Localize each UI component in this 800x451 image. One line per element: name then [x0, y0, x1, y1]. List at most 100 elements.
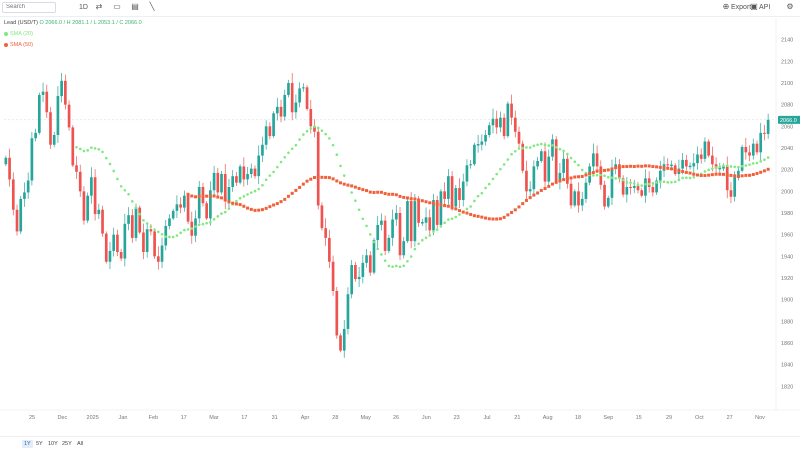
draw-line-icon[interactable]: ╲: [149, 2, 155, 11]
sma50-point: [502, 215, 506, 219]
candle-down: [64, 74, 67, 110]
candle-up: [283, 89, 287, 121]
y-tick-label: 2140: [781, 38, 793, 44]
candle-down: [93, 169, 97, 221]
candle-up: [264, 120, 268, 150]
range-5y[interactable]: 5Y: [36, 441, 43, 447]
sma50-point: [246, 206, 250, 210]
export-icon[interactable]: ⊕: [722, 2, 730, 11]
candle-body: [424, 217, 428, 223]
sma20-point: [554, 145, 558, 149]
legend-sma20[interactable]: SMA (20): [4, 31, 33, 38]
candle-body: [480, 141, 484, 145]
sma50-point: [528, 196, 532, 200]
sma20-point: [558, 147, 562, 151]
sma20-point: [168, 235, 171, 239]
sma20-point: [670, 180, 673, 184]
candle-up: [424, 207, 428, 231]
api-icon[interactable]: ▣: [750, 2, 758, 11]
sma50-point: [513, 208, 517, 212]
candle-up: [632, 179, 636, 193]
sma20-point: [104, 156, 108, 160]
candle-body: [737, 170, 740, 178]
legend-symbol-row: Lead (USD/T) O 2066.0 / H 2081.1 / L 205…: [4, 20, 142, 27]
sma20-point: [573, 160, 577, 164]
candle-body: [60, 80, 63, 96]
candle-down: [104, 231, 108, 264]
candle-down: [621, 175, 625, 198]
candle-up: [90, 167, 93, 204]
export-button[interactable]: Export: [731, 4, 752, 11]
candle-body: [253, 168, 257, 177]
y-tick-label: 1860: [781, 341, 793, 347]
candle-up: [238, 164, 242, 185]
range-10y[interactable]: 10Y: [48, 441, 58, 447]
sma20-point: [688, 176, 692, 180]
candle-down: [153, 228, 156, 259]
api-button[interactable]: API: [759, 4, 771, 11]
sma50-point: [461, 210, 465, 214]
sma50-point: [625, 165, 629, 169]
candle-body: [725, 166, 729, 191]
x-tick-label: 25: [29, 415, 35, 421]
sma50-point: [428, 201, 432, 205]
candle-body: [380, 220, 383, 225]
candle-body: [123, 223, 127, 259]
candle-body: [722, 166, 725, 169]
sma20-point: [97, 147, 101, 151]
candle-body: [495, 118, 499, 128]
candle-up: [703, 137, 707, 163]
settings-icon[interactable]: ⚙: [786, 2, 794, 11]
sma20-point: [729, 165, 733, 168]
sma50-point: [420, 199, 424, 203]
candle-down: [11, 172, 15, 216]
sma20-point: [566, 152, 569, 156]
search-input[interactable]: [2, 2, 56, 13]
sma50-point: [550, 182, 554, 186]
candle-body: [718, 167, 722, 170]
compare-icon[interactable]: ▭: [113, 2, 121, 11]
sma50-point: [413, 197, 417, 201]
candle-up: [294, 94, 298, 119]
candle-body: [673, 165, 677, 174]
x-tick-label: 18: [575, 415, 581, 421]
sma50-point: [327, 176, 331, 180]
sma20-point: [398, 265, 402, 269]
calendar-icon[interactable]: ▤: [131, 2, 139, 11]
candle-body: [223, 174, 227, 202]
sma20-point: [540, 142, 543, 146]
candle-body: [409, 201, 413, 242]
candle-body: [432, 200, 435, 231]
sma20-point: [223, 210, 227, 214]
candle-body: [443, 191, 446, 199]
sma20-point: [82, 149, 86, 153]
candle-body: [287, 83, 290, 95]
y-tick-label: 2040: [781, 146, 793, 152]
sma50-point: [409, 197, 413, 201]
sma20-point: [231, 203, 234, 206]
candle-down: [673, 163, 677, 176]
range-25y[interactable]: 25Y: [62, 441, 72, 447]
indicators-icon[interactable]: ⇄: [95, 2, 103, 11]
sma20-point: [469, 205, 472, 208]
sma50-point: [736, 174, 740, 178]
interval-selector[interactable]: 1D: [79, 4, 88, 11]
candle-body: [261, 144, 264, 156]
sma50-point: [216, 195, 220, 199]
candle-down: [149, 224, 153, 236]
candle-down: [15, 204, 19, 236]
sma20-point: [644, 182, 647, 186]
candle-body: [11, 179, 15, 210]
range-all[interactable]: All: [77, 441, 84, 447]
range-1y[interactable]: 1Y: [22, 440, 33, 448]
candle-down: [640, 188, 644, 198]
candle-down: [513, 110, 517, 138]
legend-sma50[interactable]: SMA (50): [4, 42, 33, 49]
candle-body: [153, 231, 156, 257]
candle-body: [391, 219, 394, 238]
sma50-point: [495, 217, 499, 221]
candle-down: [725, 156, 729, 199]
candle-body: [387, 237, 391, 251]
candle-up: [287, 79, 290, 98]
